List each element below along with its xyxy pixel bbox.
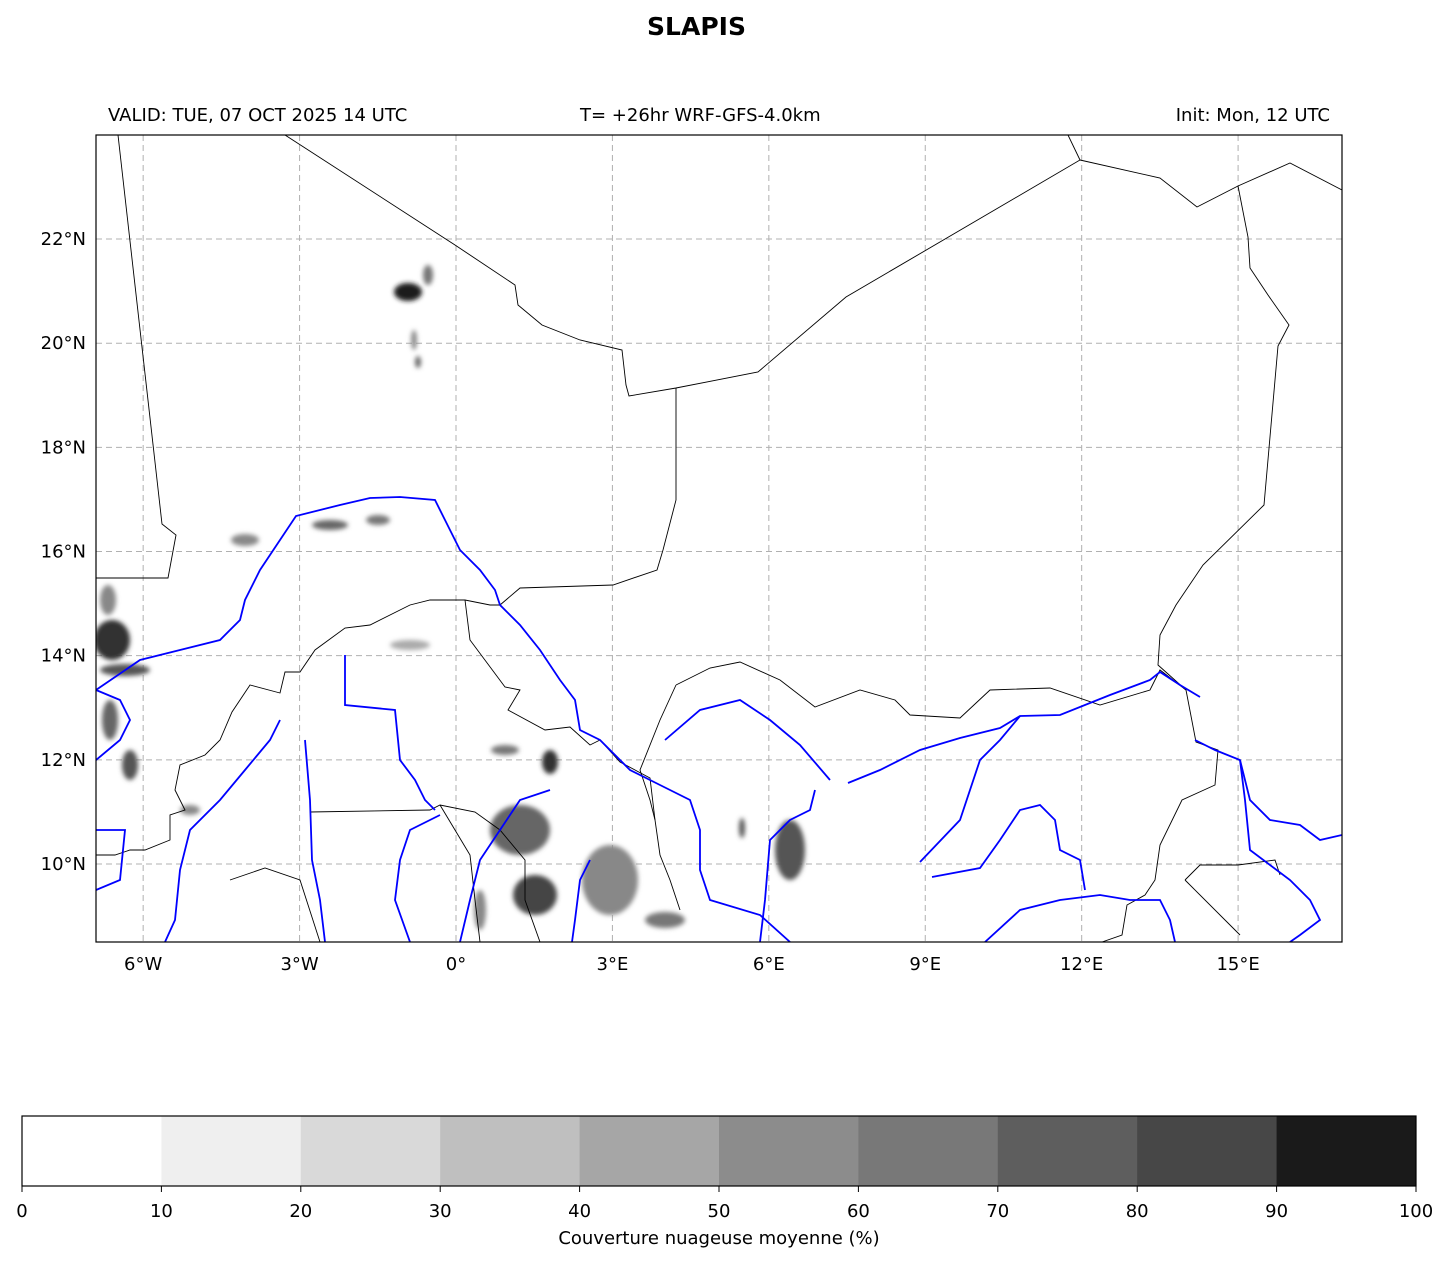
lon-tick-label: 12°E	[1060, 954, 1103, 975]
colorbar-segment	[858, 1116, 999, 1186]
lon-tick-label: 0°	[446, 954, 466, 975]
colorbar-tick-label: 0	[16, 1201, 27, 1222]
lon-tick-label: 6°W	[124, 954, 162, 975]
lat-tick-label: 14°N	[41, 646, 86, 667]
colorbar-segment	[1137, 1116, 1278, 1186]
lon-tick-label: 9°E	[909, 954, 941, 975]
lon-tick-label: 6°E	[753, 954, 785, 975]
gridlines	[96, 135, 1342, 942]
colorbar-segment	[22, 1116, 162, 1186]
axis-ticks: 6°W 3°W 0° 3°E 6°E 9°E 12°E 15°E 22°N 20°N 18°N 16°…	[41, 229, 1260, 975]
lat-tick-label: 22°N	[41, 229, 86, 250]
colorbar-tick-label: 10	[150, 1201, 173, 1222]
figure-title: SLAPIS	[647, 12, 746, 41]
lon-tick-label: 15°E	[1216, 954, 1259, 975]
colorbar-tick-label: 70	[986, 1201, 1009, 1222]
colorbar-tick-label: 40	[568, 1201, 591, 1222]
colorbar-segment	[440, 1116, 581, 1186]
valid-time: VALID: TUE, 07 OCT 2025 14 UTC	[108, 105, 408, 126]
lat-tick-label: 16°N	[41, 542, 86, 563]
lat-tick-label: 20°N	[41, 333, 86, 354]
colorbar-segment	[161, 1116, 302, 1186]
cloud-cover-field	[96, 265, 805, 930]
colorbar-tick-label: 30	[429, 1201, 452, 1222]
colorbar-segment	[579, 1116, 720, 1186]
lat-tick-label: 10°N	[41, 854, 86, 875]
colorbar-segment	[300, 1116, 441, 1186]
colorbar-label: Couverture nuageuse moyenne (%)	[558, 1228, 880, 1249]
colorbar-tick-label: 90	[1265, 1201, 1288, 1222]
colorbar-segment	[1276, 1116, 1417, 1186]
rivers	[96, 496, 1342, 942]
lon-tick-label: 3°E	[597, 954, 629, 975]
init-time: Init: Mon, 12 UTC	[1175, 105, 1330, 126]
lat-tick-label: 12°N	[41, 750, 86, 771]
colorbar-tick-label: 60	[847, 1201, 870, 1222]
colorbar-segment	[997, 1116, 1138, 1186]
lat-tick-label: 18°N	[41, 437, 86, 458]
colorbar-segment	[719, 1116, 859, 1186]
colorbar-tick-label: 50	[708, 1201, 731, 1222]
colorbar-tick-label: 100	[1399, 1201, 1433, 1222]
country-borders	[96, 135, 1342, 942]
colorbar: 0 10 20 30 40 50 60 70 80 90 100	[16, 1115, 1433, 1222]
forecast-run: T= +26hr WRF-GFS-4.0km	[580, 105, 821, 126]
colorbar-tick-label: 80	[1126, 1201, 1149, 1222]
lon-tick-label: 3°W	[280, 954, 318, 975]
colorbar-tick-label: 20	[289, 1201, 312, 1222]
map-frame	[95, 134, 1343, 943]
